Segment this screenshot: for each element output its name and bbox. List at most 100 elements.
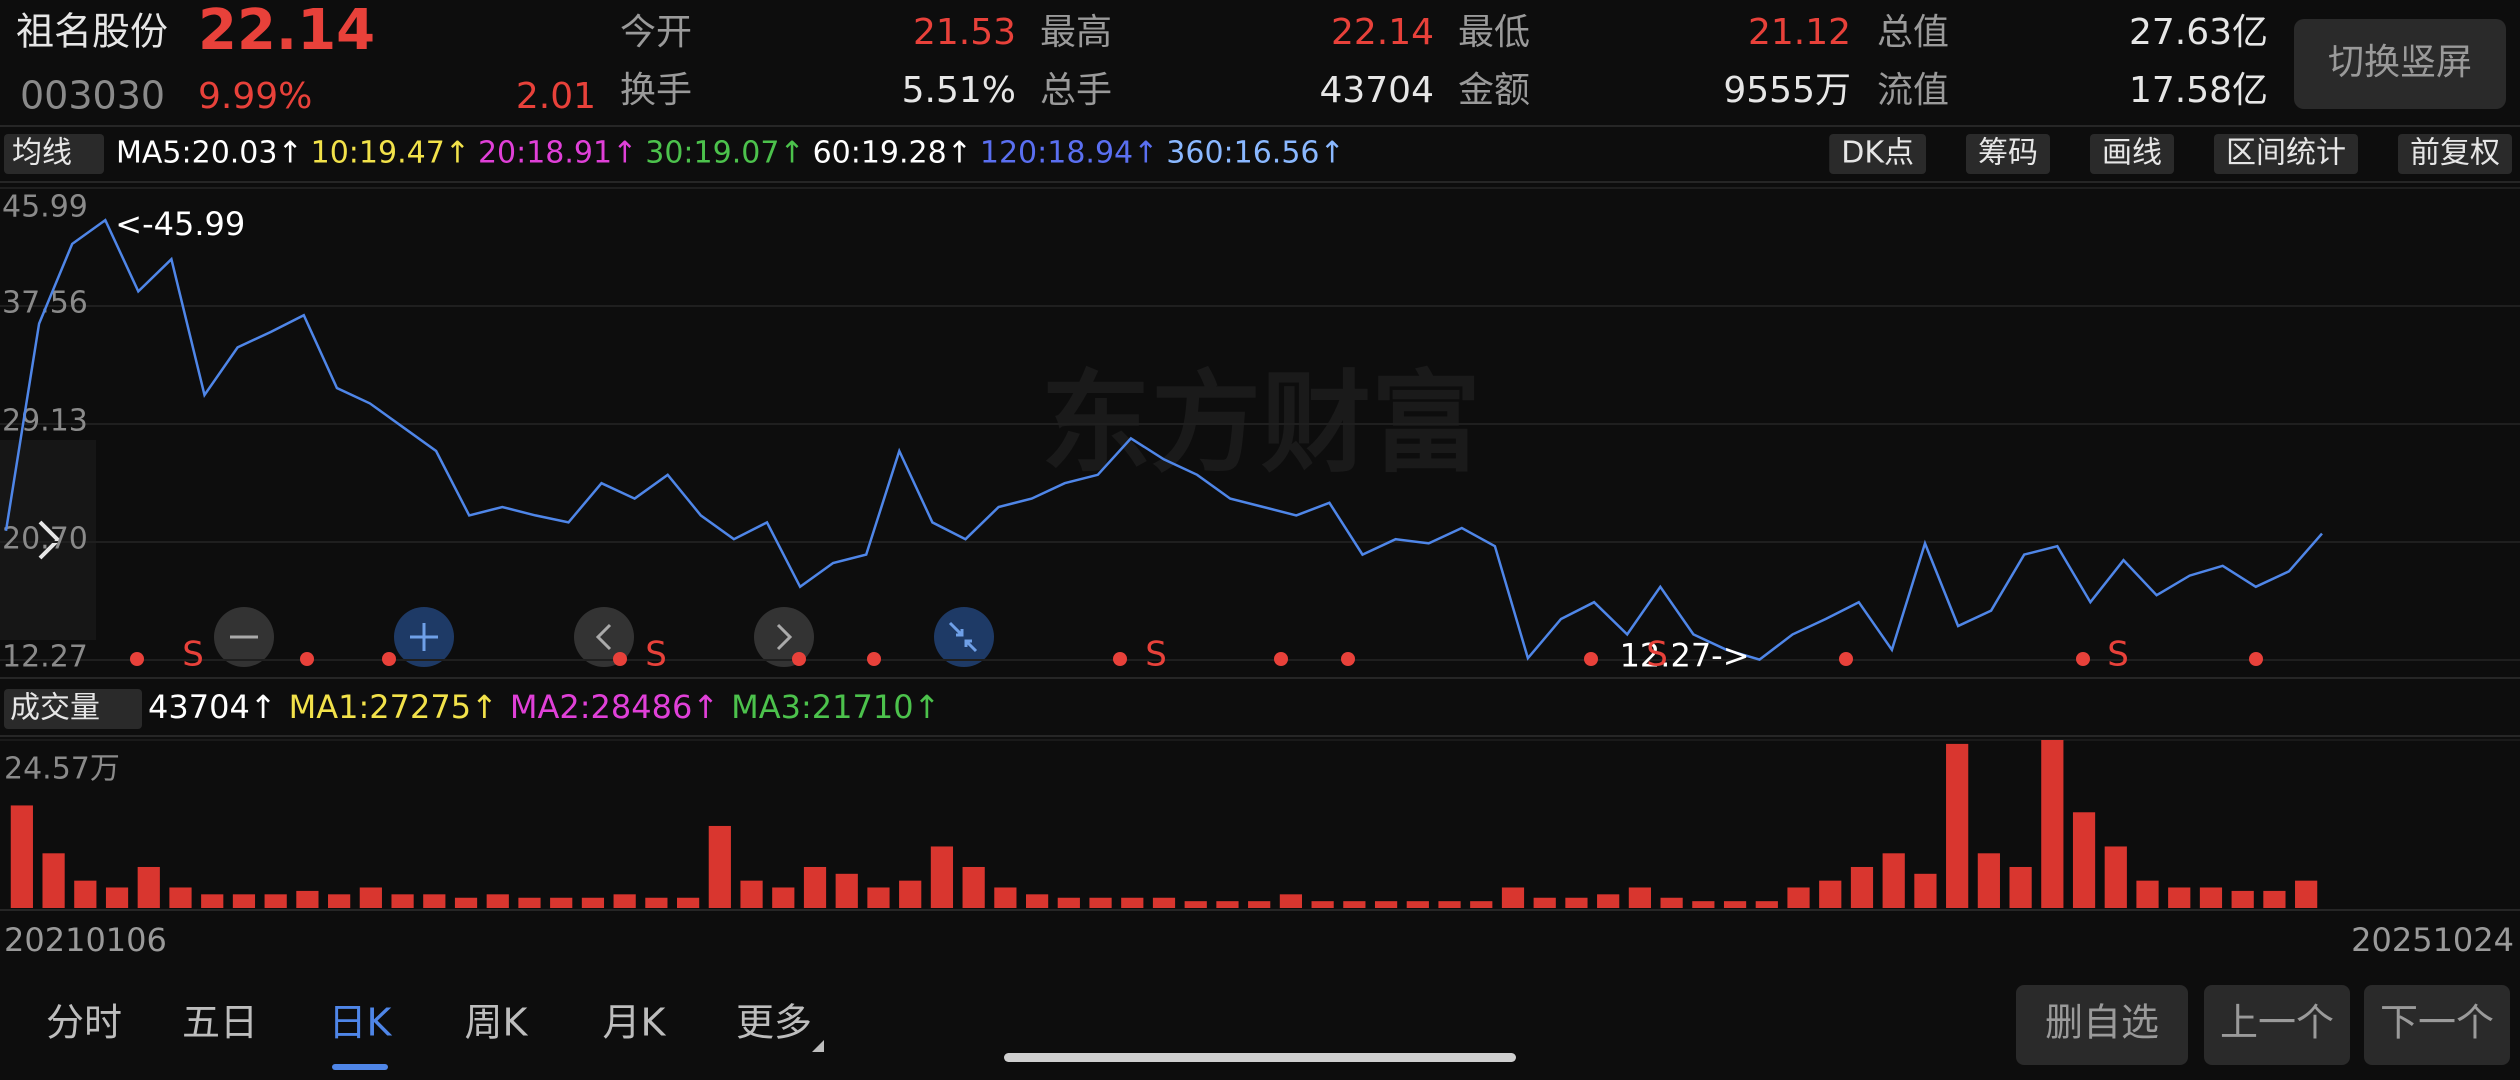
- volume-bar: [1882, 853, 1905, 908]
- volume-bar: [1470, 901, 1493, 908]
- rotate-button[interactable]: [2294, 19, 2506, 109]
- compress-button[interactable]: [934, 607, 994, 667]
- tab[interactable]: 更多: [736, 1001, 812, 1045]
- tool-label[interactable]: 筹码: [1978, 136, 2038, 171]
- volume-bar: [1597, 894, 1620, 908]
- signal-dot: [1113, 652, 1127, 666]
- ma-item: 360:16.56↑: [1166, 136, 1344, 171]
- prev-icon[interactable]: [595, 623, 612, 651]
- stat-label: 总手: [1040, 70, 1112, 111]
- tool-label[interactable]: 区间统计: [2226, 136, 2346, 171]
- volume-item: 43704↑: [148, 688, 277, 726]
- volume-bar: [1438, 901, 1461, 908]
- y-tick-label: 45.99: [2, 190, 88, 225]
- tool-button[interactable]: [2090, 134, 2174, 174]
- signal-dot: [1584, 652, 1598, 666]
- volume-bar: [1755, 901, 1778, 908]
- tab[interactable]: 月K: [603, 1001, 667, 1045]
- volume-bar: [772, 887, 795, 908]
- volume-bar: [423, 894, 446, 908]
- prev-button[interactable]: [574, 607, 634, 667]
- stat-value: 17.58亿: [2129, 70, 2268, 111]
- stat-value: 27.63亿: [2129, 12, 2268, 53]
- volume-bar: [803, 866, 827, 908]
- signal-dot: [792, 652, 806, 666]
- volume-bar: [1374, 901, 1398, 908]
- tab[interactable]: 周K: [465, 1001, 529, 1045]
- tool-button[interactable]: [2398, 134, 2512, 174]
- volume-selector[interactable]: [4, 689, 142, 729]
- volume-bar: [1914, 873, 1937, 908]
- stat-label: 今开: [620, 12, 692, 53]
- volume-bar: [645, 897, 668, 908]
- volume-bar: [2295, 880, 2318, 908]
- stat-value: 22.14: [1331, 12, 1434, 53]
- volume-bar: [518, 897, 541, 908]
- rotate-button-label[interactable]: 切换竖屏: [2328, 42, 2472, 83]
- signal-dot: [1274, 652, 1288, 666]
- ma-selector[interactable]: [4, 134, 104, 174]
- stat-value: 43704: [1319, 70, 1434, 111]
- volume-bar: [1977, 853, 2000, 908]
- volume-bar: [42, 853, 65, 908]
- tool-label[interactable]: DK点: [1841, 136, 1914, 171]
- signal-dot: [130, 652, 144, 666]
- volume-bar: [2009, 866, 2032, 908]
- volume-bar: [1279, 894, 1303, 908]
- tool-button[interactable]: [2214, 134, 2358, 174]
- signal-label: S: [182, 635, 204, 675]
- volume-bar: [1025, 894, 1049, 908]
- stock-name: 祖名股份: [16, 10, 168, 54]
- volume-bar: [1184, 901, 1207, 908]
- action-button-label[interactable]: 下一个: [2380, 1001, 2494, 1045]
- volume-bar: [232, 894, 256, 908]
- change-pct: 9.99%: [198, 76, 312, 117]
- volume-bar: [2263, 890, 2286, 908]
- expand-icon[interactable]: [38, 520, 61, 560]
- compress-icon[interactable]: [948, 621, 978, 653]
- ma-selector-label[interactable]: 均线: [12, 136, 72, 171]
- tab[interactable]: 日K: [329, 1001, 393, 1045]
- tool-button[interactable]: [1966, 134, 2050, 174]
- tab[interactable]: 五日: [182, 1001, 258, 1045]
- tool-label[interactable]: 画线: [2102, 136, 2162, 171]
- y-tick-label: 29.13: [2, 404, 88, 439]
- volume-bar: [105, 887, 129, 908]
- stat-label: 最高: [1040, 12, 1112, 53]
- tool-button[interactable]: [1829, 134, 1926, 174]
- stat-label: 流值: [1877, 70, 1949, 111]
- signal-label: S: [1145, 635, 1167, 675]
- next-icon[interactable]: [776, 623, 793, 651]
- action-button[interactable]: [2016, 985, 2188, 1065]
- volume-item: MA3:21710↑: [731, 688, 940, 726]
- volume-bar: [454, 897, 478, 908]
- stat-value: 5.51%: [902, 70, 1016, 111]
- action-button[interactable]: [2204, 985, 2350, 1065]
- volume-bar: [1660, 897, 1683, 908]
- volume-bar: [1216, 901, 1239, 908]
- volume-bar: [2168, 887, 2191, 908]
- zoom-in-icon[interactable]: [410, 623, 438, 651]
- action-button-label[interactable]: 上一个: [2220, 1001, 2334, 1045]
- volume-selector-label[interactable]: 成交量: [10, 691, 100, 726]
- action-button-label[interactable]: 删自选: [2045, 1001, 2159, 1045]
- volume-bar: [1057, 897, 1080, 908]
- tool-label[interactable]: 前复权: [2410, 136, 2500, 171]
- volume-bar: [899, 880, 922, 908]
- stock-code: 003030: [20, 74, 165, 118]
- volume-bar: [613, 894, 636, 908]
- volume-bar: [2104, 846, 2127, 908]
- volume-bar: [2231, 890, 2254, 908]
- stat-value: 9555万: [1723, 70, 1851, 111]
- action-button[interactable]: [2364, 985, 2510, 1065]
- volume-bar: [835, 873, 858, 908]
- volume-bar: [169, 887, 192, 908]
- volume-bar: [359, 887, 382, 908]
- x-label: 20251024: [2351, 921, 2514, 959]
- signal-label: S: [1646, 635, 1668, 675]
- stat-label: 总值: [1877, 12, 1949, 53]
- volume-bar: [2072, 812, 2096, 908]
- tab-underline: [332, 1064, 388, 1070]
- tab[interactable]: 分时: [46, 1001, 122, 1045]
- signal-dot: [613, 652, 627, 666]
